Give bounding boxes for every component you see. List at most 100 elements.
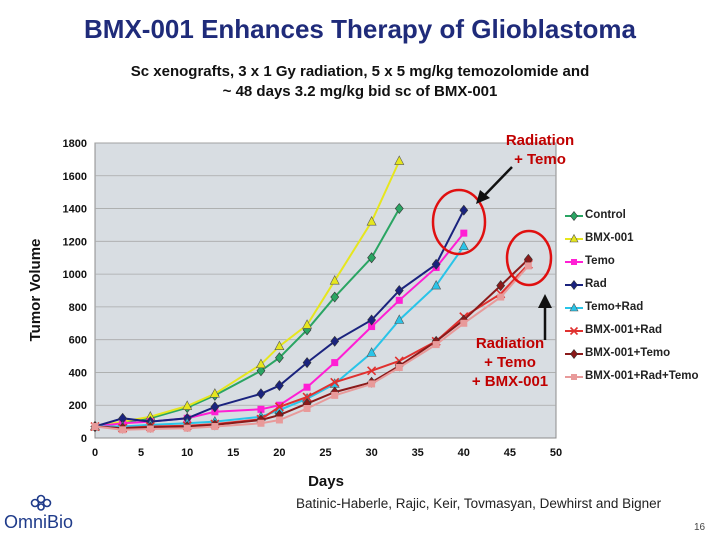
legend-label: Rad xyxy=(585,278,607,290)
y-tick-label: 400 xyxy=(69,367,87,379)
legend-label: BMX-001+Rad xyxy=(585,324,663,336)
data-point xyxy=(330,377,340,387)
legend-marker xyxy=(569,302,579,312)
legend-marker xyxy=(569,326,579,336)
data-point xyxy=(394,203,404,215)
y-tick-label: 1600 xyxy=(63,171,87,183)
series-lines xyxy=(90,155,533,434)
marker-stroke xyxy=(330,377,340,387)
data-point xyxy=(524,262,532,270)
data-point xyxy=(329,275,340,285)
y-tick-label: 1200 xyxy=(63,236,87,248)
data-point xyxy=(119,426,127,434)
omnibio-logo: OmniBio xyxy=(4,494,94,538)
data-point xyxy=(368,323,376,331)
data-point xyxy=(275,416,283,424)
plot-area xyxy=(94,142,557,439)
annotation-mid-line-1: Radiation xyxy=(475,335,545,352)
legend-item-bmx-001-rad-temo: BMX-001+Rad+Temo xyxy=(565,368,720,386)
annotation-arrowhead-top xyxy=(476,190,490,204)
subtitle-line-1: Sc xenografts, 3 x 1 Gy radiation, 5 x 5… xyxy=(130,63,590,80)
data-point xyxy=(394,285,404,296)
y-tick-label: 800 xyxy=(69,302,87,314)
y-tick-label: 600 xyxy=(69,335,87,347)
legend-label: Control xyxy=(585,209,626,221)
data-point xyxy=(182,400,193,410)
data-point xyxy=(330,291,340,303)
data-point xyxy=(256,388,266,400)
legend-label: BMX-001+Rad+Temo xyxy=(585,370,699,382)
logo-wordmark: OmniBio xyxy=(4,512,74,532)
data-point xyxy=(257,419,265,427)
x-tick-label: 25 xyxy=(319,447,331,459)
legend-marker xyxy=(570,280,578,290)
legend-marker xyxy=(571,374,577,380)
y-tick-label: 1000 xyxy=(63,269,87,281)
legend-marker xyxy=(569,233,579,243)
data-point xyxy=(367,252,376,264)
legend-item-rad: Rad xyxy=(565,276,720,294)
data-point xyxy=(394,314,405,324)
annotation-top-line-2: + Temo xyxy=(514,151,566,168)
legend-swatch xyxy=(565,259,583,265)
legend-swatch xyxy=(565,374,583,380)
data-point xyxy=(432,341,440,349)
data-point xyxy=(395,296,403,304)
data-point xyxy=(367,366,377,376)
data-point xyxy=(302,392,312,402)
data-point xyxy=(257,405,265,413)
data-point xyxy=(146,425,154,433)
data-point xyxy=(275,380,284,392)
data-point xyxy=(256,365,266,377)
annotation-arrow-top xyxy=(481,166,513,199)
annotation-circle-bottom xyxy=(505,229,553,287)
annotation-top-line-1: Radiation xyxy=(505,132,575,149)
legend-label: Temo xyxy=(585,255,615,267)
x-tick-label: 50 xyxy=(550,447,562,459)
data-point xyxy=(302,319,313,329)
legend-item-bmx-001-rad: BMX-001+Rad xyxy=(565,322,720,340)
y-tick-label: 200 xyxy=(69,400,87,412)
annotation-mid-line-3: + BMX-001 xyxy=(471,373,549,390)
legend-swatch xyxy=(565,302,583,312)
legend-marker xyxy=(571,259,577,265)
legend-marker xyxy=(570,211,578,221)
legend-label: Temo+Rad xyxy=(585,301,644,313)
annotation-arrowhead-bottom xyxy=(538,294,552,308)
data-point xyxy=(368,380,376,388)
y-axis-label: Tumor Volume xyxy=(27,239,44,342)
data-point xyxy=(394,155,405,165)
y-tick-label: 0 xyxy=(81,433,87,445)
marker-stroke xyxy=(367,366,377,376)
legend-label: BMX-001 xyxy=(585,232,634,244)
data-point xyxy=(366,347,377,357)
marker-stroke xyxy=(274,402,284,412)
legend-item-control: Control xyxy=(565,207,720,225)
x-tick-label: 30 xyxy=(365,447,377,459)
data-point xyxy=(431,258,441,270)
data-point xyxy=(367,314,376,326)
data-point xyxy=(209,388,220,398)
data-point xyxy=(302,357,312,369)
slide-subtitle: Sc xenografts, 3 x 1 Gy radiation, 5 x 5… xyxy=(0,62,720,102)
data-point xyxy=(458,240,469,251)
annotation-circle-top xyxy=(431,188,487,256)
marker-stroke xyxy=(569,326,579,336)
legend-swatch xyxy=(565,211,583,221)
x-tick-label: 20 xyxy=(273,447,285,459)
marker-stroke xyxy=(302,392,312,402)
legend-item-temo-rad: Temo+Rad xyxy=(565,299,720,317)
x-tick-label: 5 xyxy=(138,447,144,459)
data-point xyxy=(274,402,284,412)
data-point xyxy=(331,359,339,367)
series-bmx-001-rad-temo xyxy=(91,262,532,434)
data-point xyxy=(431,279,442,290)
data-point xyxy=(211,423,219,431)
legend-marker xyxy=(570,349,578,359)
legend-item-bmx-001: BMX-001 xyxy=(565,230,720,248)
data-point xyxy=(331,391,339,399)
x-axis-label: Days xyxy=(308,473,344,490)
slide-title: BMX-001 Enhances Therapy of Glioblastoma xyxy=(84,14,636,44)
data-point xyxy=(303,405,311,412)
